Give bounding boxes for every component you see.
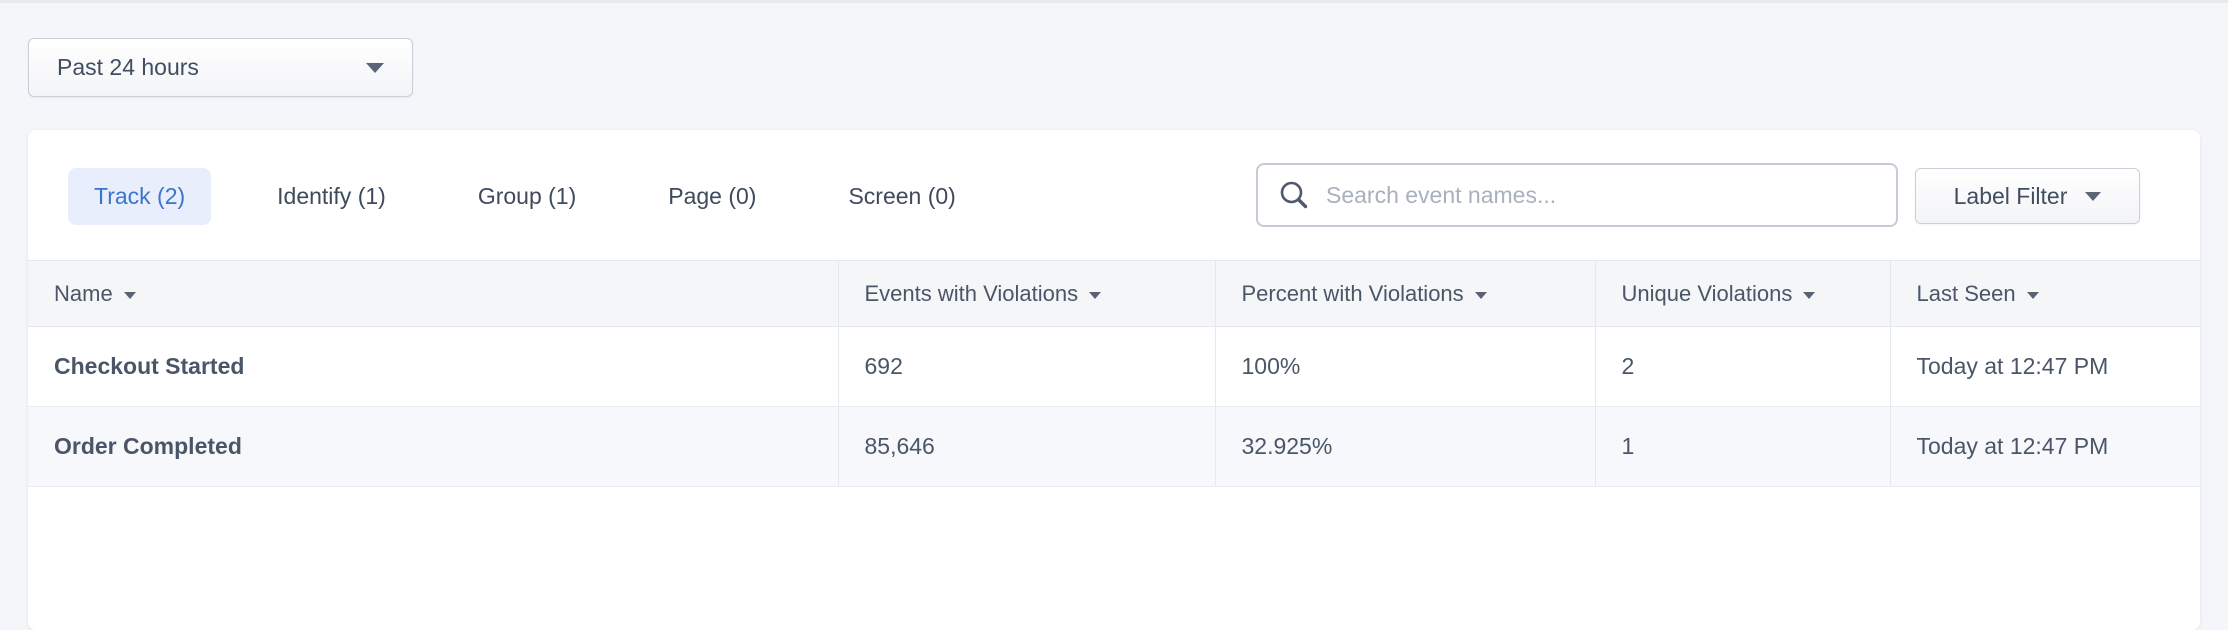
sort-caret-icon bbox=[123, 291, 136, 299]
label-filter-button[interactable]: Label Filter bbox=[1915, 168, 2140, 224]
event-name[interactable]: Order Completed bbox=[28, 406, 838, 487]
chevron-down-icon bbox=[366, 62, 384, 73]
unique-violations: 1 bbox=[1594, 406, 1890, 487]
sort-caret-icon bbox=[1474, 291, 1487, 299]
column-header-unique[interactable]: Unique Violations bbox=[1594, 260, 1890, 327]
table-row[interactable]: Order Completed 85,646 32.925% 1 Today a… bbox=[28, 406, 2200, 487]
sort-caret-icon bbox=[1089, 291, 1102, 299]
events-with-violations: 85,646 bbox=[837, 406, 1215, 487]
violations-table: Name Events with Violations Percent with… bbox=[28, 260, 2200, 487]
tab-screen[interactable]: Screen (0) bbox=[848, 183, 956, 209]
last-seen: Today at 12:47 PM bbox=[1889, 326, 2200, 407]
time-range-value: Past 24 hours bbox=[57, 54, 199, 80]
tab-identify[interactable]: Identify (1) bbox=[277, 183, 386, 209]
column-header-name[interactable]: Name bbox=[28, 260, 838, 327]
events-with-violations: 692 bbox=[837, 326, 1215, 407]
search-input[interactable] bbox=[1326, 181, 1876, 209]
tab-page[interactable]: Page (0) bbox=[668, 183, 757, 209]
search-box[interactable] bbox=[1256, 163, 1898, 227]
table-header-row: Name Events with Violations Percent with… bbox=[28, 260, 2200, 327]
search-icon bbox=[1280, 181, 1308, 209]
top-divider bbox=[0, 0, 2228, 3]
percent-with-violations: 100% bbox=[1214, 326, 1595, 407]
label-filter-text: Label Filter bbox=[1953, 182, 2068, 209]
column-header-events[interactable]: Events with Violations bbox=[837, 260, 1215, 327]
percent-with-violations: 32.925% bbox=[1214, 406, 1595, 487]
time-range-dropdown[interactable]: Past 24 hours bbox=[28, 38, 413, 97]
column-header-percent[interactable]: Percent with Violations bbox=[1214, 260, 1595, 327]
violations-panel: Track (2) Identify (1) Group (1) Page (0… bbox=[28, 130, 2200, 630]
event-name[interactable]: Checkout Started bbox=[28, 326, 838, 407]
table-row[interactable]: Checkout Started 692 100% 2 Today at 12:… bbox=[28, 326, 2200, 407]
sort-caret-icon bbox=[1803, 291, 1816, 299]
sort-caret-icon bbox=[2026, 291, 2039, 299]
tab-group[interactable]: Group (1) bbox=[477, 183, 577, 209]
last-seen: Today at 12:47 PM bbox=[1889, 406, 2200, 487]
unique-violations: 2 bbox=[1594, 326, 1890, 407]
event-type-tabs: Track (2) Identify (1) Group (1) Page (0… bbox=[68, 168, 1022, 225]
chevron-down-icon bbox=[2085, 191, 2102, 201]
column-header-last-seen[interactable]: Last Seen bbox=[1889, 260, 2200, 327]
tab-track[interactable]: Track (2) bbox=[68, 168, 212, 225]
